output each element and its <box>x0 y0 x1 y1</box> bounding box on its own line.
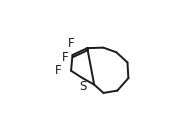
Text: F: F <box>55 64 62 77</box>
Text: F: F <box>68 37 75 51</box>
Text: S: S <box>79 80 87 93</box>
Text: F: F <box>62 51 69 64</box>
